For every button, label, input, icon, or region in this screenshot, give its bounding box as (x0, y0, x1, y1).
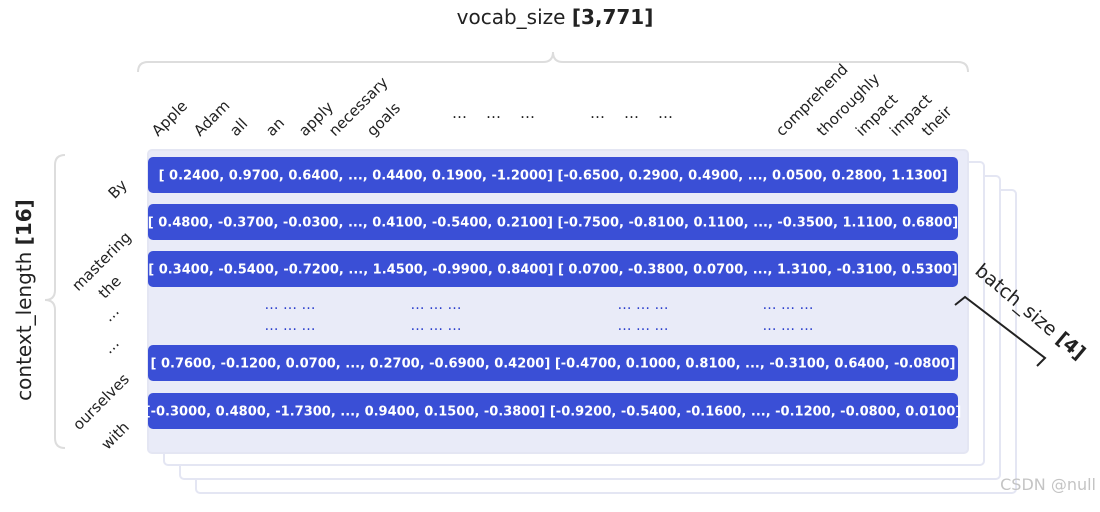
column-word: all (226, 115, 251, 140)
row-values: [ 0.7600, -0.1200, 0.0700, ..., 0.2700, … (151, 357, 956, 372)
ellipsis-dots: … … … (265, 297, 316, 313)
column-word: … (486, 104, 501, 122)
column-word: … (658, 104, 673, 122)
label-size: [4] (1052, 327, 1090, 364)
ellipsis-dots: … … … (763, 297, 814, 313)
context-label: context_length [16] (12, 199, 36, 401)
column-word: … (520, 104, 535, 122)
row-values: [-0.3000, 0.4800, -1.7300, ..., 0.9400, … (145, 405, 962, 420)
embedding-row (148, 345, 958, 381)
column-word: … (624, 104, 639, 122)
column-word: … (452, 104, 467, 122)
ellipsis-dots: … … … (618, 297, 669, 313)
ellipsis-dots: … … … (618, 318, 669, 334)
column-word: Apple (148, 97, 191, 140)
label-name: context_length (12, 252, 36, 401)
embedding-row (148, 251, 958, 287)
row-word: By (105, 176, 131, 202)
ellipsis-dots: … … … (411, 318, 462, 334)
row-word: the (95, 272, 125, 302)
label-size: [3,771] (572, 5, 654, 29)
watermark: CSDN @null (1000, 475, 1096, 494)
vocab-label: vocab_size [3,771] (457, 5, 654, 29)
row-values: [ 0.3400, -0.5400, -0.7200, ..., 1.4500,… (148, 263, 958, 278)
ellipsis-dots: … … … (763, 318, 814, 334)
batch-brace (954, 295, 1047, 367)
column-word: an (262, 114, 288, 140)
vocab-brace (137, 51, 969, 73)
label-size: [16] (12, 199, 36, 245)
context-brace (44, 154, 66, 449)
embedding-row (148, 157, 958, 193)
row-values: [ 0.4800, -0.3700, -0.0300, ..., 0.4100,… (148, 216, 958, 231)
column-word: Adam (190, 96, 233, 139)
row-word: … (99, 302, 122, 325)
row-word: … (99, 334, 122, 357)
ellipsis-dots: … … … (411, 297, 462, 313)
ellipsis-dots: … … … (265, 318, 316, 334)
label-name: vocab_size (457, 5, 566, 29)
row-word: with (98, 418, 133, 453)
column-word: … (590, 104, 605, 122)
row-values: [ 0.2400, 0.9700, 0.6400, ..., 0.4400, 0… (159, 169, 948, 184)
embedding-row (148, 393, 958, 429)
embedding-row (148, 204, 958, 240)
